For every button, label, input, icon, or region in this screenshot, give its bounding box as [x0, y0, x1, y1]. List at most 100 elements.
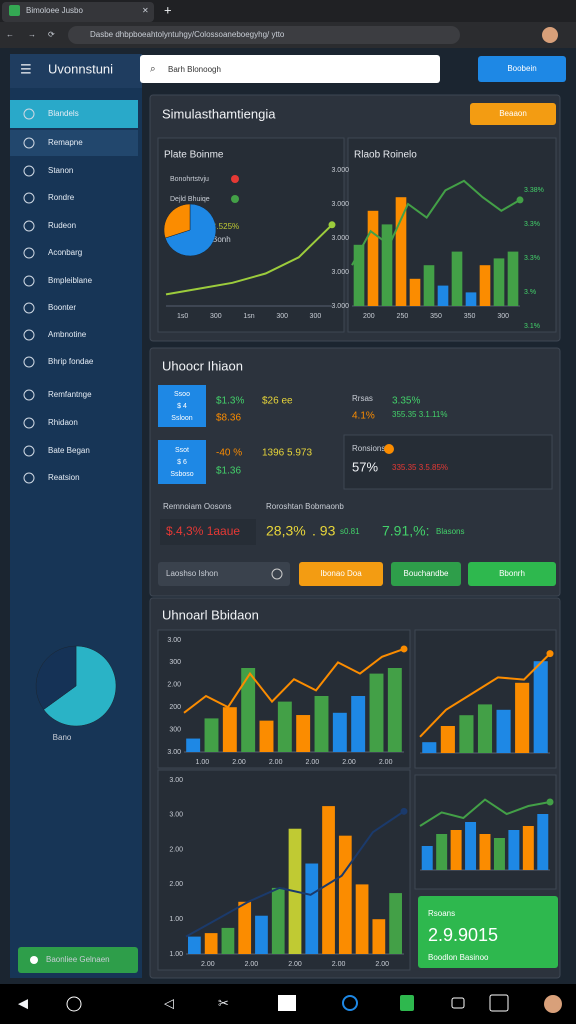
forward[interactable]: →: [28, 30, 36, 39]
nav-icon[interactable]: [400, 995, 414, 1011]
stat-value: 335.35 3.5.85%: [392, 463, 448, 472]
menu-item[interactable]: Reatsion: [48, 473, 80, 482]
line-end-dot: [546, 798, 554, 806]
x-tick-label: 350: [464, 313, 476, 320]
menu-item[interactable]: Rondre: [48, 193, 75, 202]
bar: [436, 834, 448, 870]
row-label: Roroshtan Bobmaonb: [266, 502, 344, 511]
bar: [314, 696, 329, 752]
menu-icon: [23, 220, 35, 232]
menu-item[interactable]: Ambnotine: [48, 330, 87, 339]
button[interactable]: [299, 562, 383, 586]
line-end-dot: [516, 196, 524, 204]
bar: [351, 696, 366, 752]
menu-item[interactable]: Remfantnge: [48, 390, 92, 399]
menu-item[interactable]: Rudeon: [48, 221, 76, 230]
menu-item[interactable]: Bate Began: [48, 446, 90, 455]
menu-item[interactable]: Stanon: [48, 166, 73, 175]
nav-icon[interactable]: [489, 994, 509, 1012]
value-box: [160, 519, 256, 545]
nav-icon[interactable]: ◀: [18, 995, 28, 1010]
nav-icon[interactable]: ◁: [164, 995, 174, 1010]
search-bar[interactable]: [140, 55, 440, 83]
menu-item[interactable]: Bmpleiblane: [48, 276, 93, 285]
bar: [395, 197, 407, 306]
stat-card: [343, 434, 553, 490]
tab-close[interactable]: ✕: [142, 6, 149, 15]
header-button[interactable]: [478, 56, 566, 82]
row-value: . 93: [312, 523, 336, 539]
stat-label: Ronsions: [352, 444, 385, 453]
bar: [479, 265, 491, 306]
sidebar-footer-button[interactable]: [18, 947, 138, 973]
footer-button-label: Baonliee Gelnaen: [46, 955, 110, 964]
menu-item[interactable]: Aconbarg: [48, 248, 82, 257]
reload[interactable]: ⟳: [48, 30, 55, 39]
legend-marker: [231, 175, 239, 183]
menu-icon[interactable]: ☰: [20, 61, 32, 76]
panel-title: Uhoocr Ihiaon: [162, 358, 243, 373]
sidebar-pie-slice: [35, 645, 77, 710]
nav-icon[interactable]: [342, 995, 358, 1011]
chart-title: Rlaob Roinelo: [354, 150, 417, 161]
button[interactable]: [391, 562, 461, 586]
bar: [450, 830, 462, 870]
menu-item[interactable]: Boonter: [48, 303, 76, 312]
back[interactable]: ←: [6, 30, 14, 39]
menu-item[interactable]: Bhrip fondae: [48, 357, 94, 366]
menu-icon: [23, 329, 35, 341]
line-end-dot: [328, 221, 336, 229]
stat-value: 4.1%: [352, 411, 375, 422]
panel-button-label: Beaaon: [499, 109, 527, 118]
search-text: Barh Blonoogh: [168, 65, 221, 74]
stat-value: 1396 5.973: [262, 448, 312, 459]
y-tick-label: 2.00: [169, 881, 183, 888]
nav-avatar[interactable]: [544, 995, 562, 1013]
x-tick-label: 2.00: [375, 961, 389, 968]
x-tick-label: 300: [276, 313, 288, 320]
bar: [222, 707, 237, 752]
menu-item-hover[interactable]: [10, 130, 138, 156]
nav-icon[interactable]: ✂: [218, 995, 229, 1010]
y-tick-label: 3.000: [331, 235, 349, 242]
row-value: 28,3%: [266, 523, 306, 539]
menu-item[interactable]: Remapne: [48, 138, 83, 147]
panel-button[interactable]: [470, 103, 556, 125]
bar: [496, 709, 511, 753]
stat-box-text: Ssoo: [174, 391, 190, 398]
stat-box-text: Ssboso: [170, 471, 193, 478]
bar: [296, 715, 311, 752]
bar: [440, 726, 455, 753]
line-end-dot: [546, 650, 554, 658]
new-tab[interactable]: +: [164, 2, 172, 17]
button[interactable]: [468, 562, 556, 586]
nav-icon[interactable]: [66, 996, 82, 1012]
url-field[interactable]: [68, 26, 460, 44]
stat-box-text: Ssloon: [171, 415, 193, 422]
bar: [372, 919, 386, 954]
x-tick-label: 2.00: [379, 759, 393, 766]
stat-box: [158, 385, 206, 427]
menu-icon: [23, 137, 35, 149]
menu-icon: [23, 472, 35, 484]
line: [351, 179, 521, 266]
menu-item[interactable]: Blandels: [48, 109, 79, 118]
tab[interactable]: [2, 2, 154, 22]
menu-item-active[interactable]: [10, 100, 138, 128]
bar: [465, 292, 477, 306]
row-value: s0.81: [340, 527, 360, 536]
avatar[interactable]: [542, 27, 558, 43]
sidebar-pie-label: Bano: [53, 733, 72, 742]
header-button-label: Boobein: [507, 64, 536, 73]
stat-value: -40 %: [216, 448, 242, 459]
app-title: Uvonnstuni: [48, 61, 113, 76]
stat-box: [158, 440, 206, 484]
line: [419, 798, 551, 827]
pie-slice: [163, 203, 191, 239]
input[interactable]: [158, 562, 290, 586]
menu-item[interactable]: Rhidaon: [48, 418, 78, 427]
y-tick-label: 300: [169, 659, 181, 666]
nav-icon[interactable]: [451, 997, 465, 1009]
nav-icon[interactable]: [278, 995, 296, 1011]
